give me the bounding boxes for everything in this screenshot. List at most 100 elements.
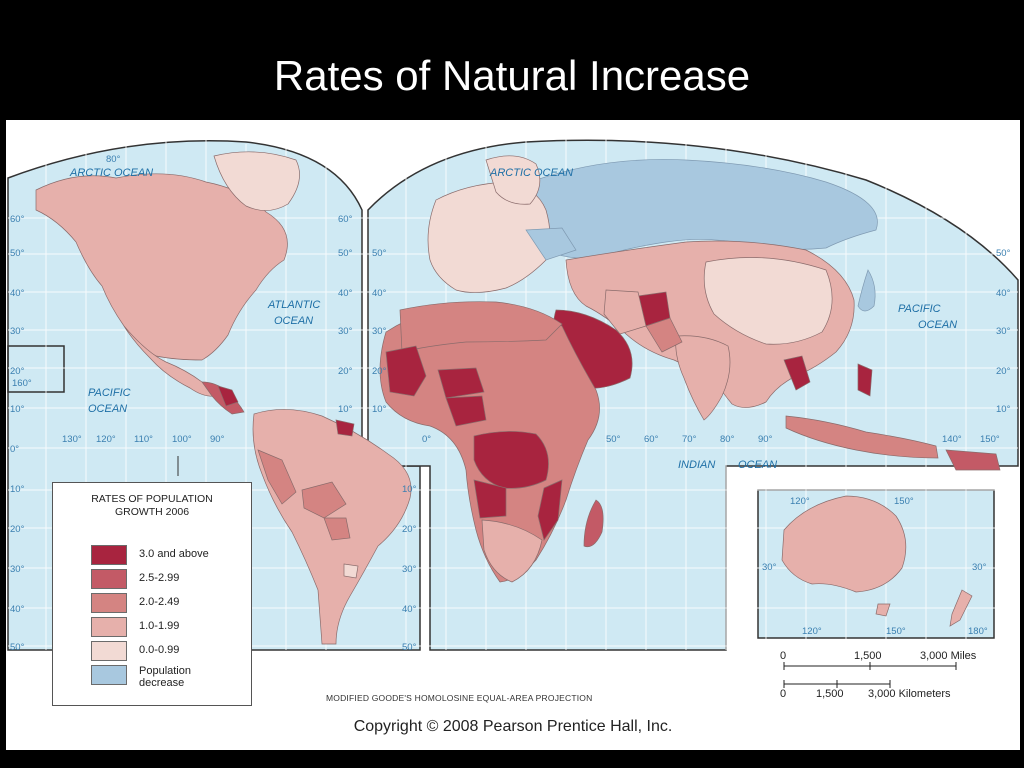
svg-text:20°: 20° bbox=[372, 366, 387, 377]
svg-text:40°: 40° bbox=[10, 288, 25, 299]
slide-title: Rates of Natural Increase bbox=[0, 0, 1024, 120]
svg-text:40°: 40° bbox=[372, 288, 387, 299]
indian-ocean-label-2: OCEAN bbox=[738, 459, 777, 471]
legend-label-line2: decrease bbox=[139, 677, 185, 689]
land-guatemala bbox=[217, 385, 239, 407]
land-new-zealand bbox=[949, 589, 973, 627]
land-china bbox=[703, 257, 833, 345]
land-mexico bbox=[123, 325, 219, 397]
legend-swatch bbox=[91, 665, 127, 685]
svg-text:30°: 30° bbox=[762, 562, 777, 573]
legend-swatch bbox=[91, 569, 127, 589]
scale-km-0: 0 bbox=[780, 688, 787, 700]
svg-text:60°: 60° bbox=[10, 214, 25, 225]
hawaii-inset-box bbox=[7, 345, 65, 393]
arctic-ocean-east-label: ARCTIC OCEAN bbox=[489, 167, 573, 179]
land-laos bbox=[783, 355, 811, 391]
svg-text:20°: 20° bbox=[10, 366, 25, 377]
svg-text:20°: 20° bbox=[338, 366, 353, 377]
indian-ocean-label-1: INDIAN bbox=[678, 459, 715, 471]
svg-text:100°: 100° bbox=[172, 434, 192, 445]
scale-km-1500: 1,500 bbox=[816, 688, 844, 700]
svg-text:90°: 90° bbox=[758, 434, 773, 445]
land-uruguay bbox=[343, 563, 359, 579]
svg-text:40°: 40° bbox=[996, 288, 1011, 299]
svg-text:120°: 120° bbox=[96, 434, 116, 445]
svg-text:50°: 50° bbox=[402, 642, 417, 653]
lon-label-160: 160° bbox=[12, 378, 32, 389]
land-tasmania bbox=[875, 603, 891, 617]
land-greenland bbox=[213, 151, 300, 211]
scale-miles-3000: 3,000 Miles bbox=[920, 650, 977, 662]
svg-text:10°: 10° bbox=[338, 404, 353, 415]
svg-text:10°: 10° bbox=[402, 484, 417, 495]
projection-label: MODIFIED GOODE'S HOMOLOSINE EQUAL-AREA P… bbox=[326, 693, 593, 703]
svg-text:110°: 110° bbox=[134, 434, 153, 445]
legend-label: 0.0-0.99 bbox=[139, 644, 180, 656]
land-guianas bbox=[335, 419, 355, 437]
svg-text:150°: 150° bbox=[980, 434, 1000, 445]
svg-text:30°: 30° bbox=[402, 564, 417, 575]
land-bolivia bbox=[301, 481, 347, 519]
pacific-ocean-west-label-2: OCEAN bbox=[88, 403, 127, 415]
arctic-ocean-west-label: ARCTIC OCEAN bbox=[69, 167, 153, 179]
lat-labels-mid: 60° 50° 40° 30° 20° 10° bbox=[338, 214, 353, 415]
copyright: Copyright © 2008 Pearson Prentice Hall, … bbox=[353, 718, 673, 735]
legend-swatch bbox=[91, 593, 127, 613]
svg-text:30°: 30° bbox=[10, 564, 25, 575]
svg-text:10°: 10° bbox=[996, 404, 1011, 415]
svg-text:50°: 50° bbox=[10, 248, 25, 259]
svg-text:180°: 180° bbox=[968, 626, 988, 637]
svg-text:150°: 150° bbox=[894, 496, 914, 507]
land-angola bbox=[473, 479, 507, 519]
svg-text:70°: 70° bbox=[682, 434, 697, 445]
land-philippines bbox=[857, 363, 873, 397]
land-pakistan bbox=[645, 317, 683, 353]
legend-title-line2: GROWTH 2006 bbox=[114, 506, 190, 518]
lat-labels-left: 60° 50° 40° 30° 20° 10° 0° 10° 20° 30° 4… bbox=[10, 214, 25, 653]
land-png bbox=[945, 449, 1001, 471]
land-congo-drc bbox=[473, 431, 549, 489]
lat-labels-south-mid: 10° 20° 30° 40° 50° bbox=[402, 484, 417, 653]
svg-text:10°: 10° bbox=[10, 484, 25, 495]
svg-text:0°: 0° bbox=[422, 434, 431, 445]
lat-labels-right: 50° 40° 30° 20° 10° bbox=[996, 248, 1011, 415]
svg-text:30°: 30° bbox=[338, 326, 353, 337]
svg-text:120°: 120° bbox=[790, 496, 810, 507]
svg-text:30°: 30° bbox=[10, 326, 25, 337]
legend-title-line1: RATES OF POPULATION bbox=[91, 493, 213, 505]
pacific-ocean-east-label-2: OCEAN bbox=[918, 319, 957, 331]
land-paraguay bbox=[323, 517, 351, 541]
land-iran bbox=[603, 289, 647, 335]
pacific-ocean-west-label-1: PACIFIC bbox=[88, 387, 131, 399]
australia-inset-labels: 120° 150° 30° 30° 120° 150° 180° bbox=[762, 496, 988, 637]
land-madagascar bbox=[583, 499, 604, 548]
svg-text:10°: 10° bbox=[10, 404, 25, 415]
map-frame: ARCTIC OCEAN ARCTIC OCEAN ATLANTIC OCEAN… bbox=[6, 120, 1020, 750]
svg-text:40°: 40° bbox=[338, 288, 353, 299]
legend: RATES OF POPULATION GROWTH 2006 3.0 and … bbox=[52, 482, 252, 706]
land-nigeria bbox=[445, 395, 487, 427]
svg-text:20°: 20° bbox=[10, 524, 25, 535]
land-india bbox=[675, 335, 731, 421]
svg-text:20°: 20° bbox=[996, 366, 1011, 377]
land-peru bbox=[257, 449, 297, 505]
land-north-africa bbox=[399, 301, 563, 353]
svg-text:150°: 150° bbox=[886, 626, 906, 637]
legend-label: 2.0-2.49 bbox=[139, 596, 180, 608]
svg-text:60°: 60° bbox=[338, 214, 353, 225]
svg-text:50°: 50° bbox=[996, 248, 1011, 259]
land-ukraine bbox=[525, 227, 577, 261]
svg-text:50°: 50° bbox=[372, 248, 387, 259]
svg-text:50°: 50° bbox=[606, 434, 621, 445]
scale-bar-miles bbox=[783, 662, 957, 670]
svg-text:90°: 90° bbox=[210, 434, 225, 445]
scale-miles-0: 0 bbox=[780, 650, 787, 662]
svg-text:60°: 60° bbox=[644, 434, 659, 445]
svg-text:130°: 130° bbox=[62, 434, 82, 445]
scale-miles-1500: 1,500 bbox=[854, 650, 882, 662]
lat-label-north-80: 80° bbox=[106, 154, 121, 165]
legend-swatch bbox=[91, 641, 127, 661]
land-north-america bbox=[35, 173, 288, 361]
legend-label: 2.5-2.99 bbox=[139, 572, 180, 584]
